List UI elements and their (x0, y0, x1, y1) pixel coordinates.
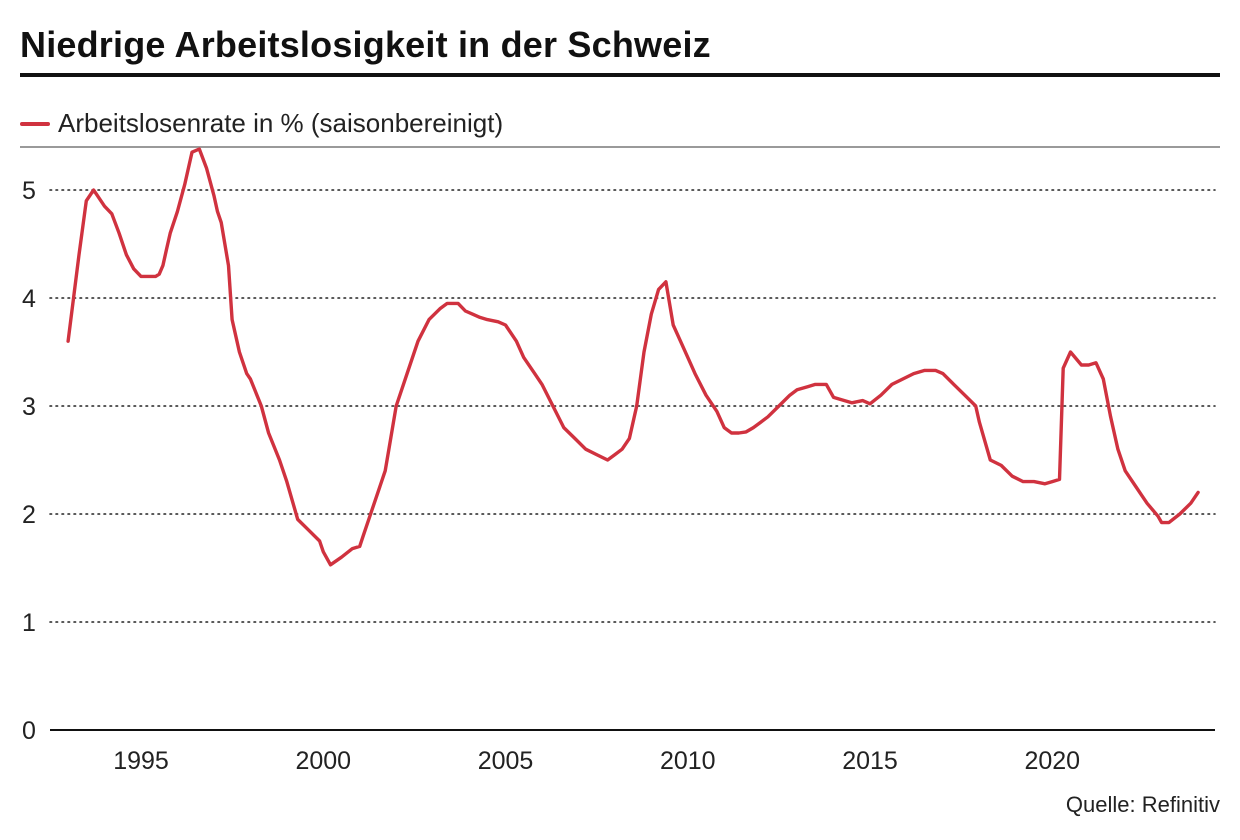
legend: Arbeitslosenrate in % (saisonbereinigt) (20, 108, 503, 139)
y-tick-label: 0 (22, 717, 36, 745)
y-tick-label: 5 (22, 177, 36, 205)
title-rule (20, 73, 1220, 77)
x-tick-label: 2010 (660, 747, 716, 775)
x-tick-label: 2015 (842, 747, 898, 775)
x-tick-label: 2020 (1024, 747, 1080, 775)
legend-rule (20, 146, 1220, 148)
x-tick-label: 1995 (113, 747, 169, 775)
series-line (66, 147, 1200, 567)
y-tick-label: 1 (22, 609, 36, 637)
legend-swatch (20, 121, 50, 126)
x-tick-label: 2005 (478, 747, 534, 775)
y-tick-label: 2 (22, 501, 36, 529)
y-tick-label: 3 (22, 393, 36, 421)
legend-label: Arbeitslosenrate in % (saisonbereinigt) (58, 108, 504, 138)
x-tick-label: 2000 (295, 747, 351, 775)
y-tick-label: 4 (22, 285, 36, 313)
source-note: Quelle: Refinitiv (1065, 792, 1220, 817)
chart-title: Niedrige Arbeitslosigkeit in der Schweiz (20, 24, 711, 65)
